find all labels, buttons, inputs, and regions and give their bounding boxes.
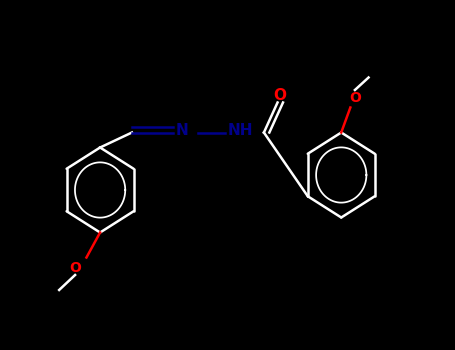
Text: O: O <box>349 91 361 105</box>
Text: N: N <box>175 122 188 138</box>
Text: O: O <box>273 88 286 103</box>
Text: O: O <box>69 260 81 274</box>
Text: NH: NH <box>228 122 253 138</box>
